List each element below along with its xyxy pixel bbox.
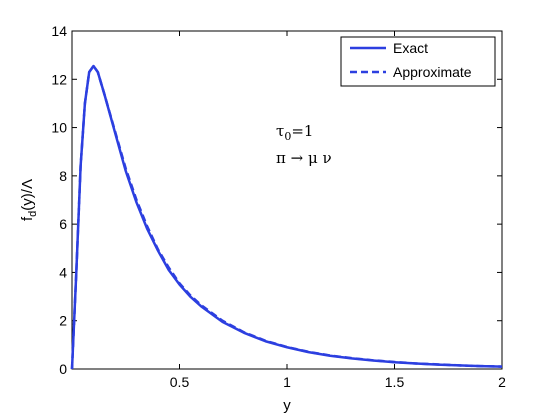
y-axis-label-main: f (19, 216, 36, 221)
legend: Exact Approximate (340, 36, 496, 87)
x-tick-label: 0.5 (170, 374, 190, 390)
legend-label-exact: Exact (393, 40, 428, 56)
y-tick-label: 8 (59, 168, 67, 184)
plot-area (71, 30, 503, 370)
axis-tick-labels: 0.5 1 1.5 2 0 2 4 6 8 10 12 14 (51, 23, 506, 390)
y-tick-label: 4 (59, 264, 67, 280)
legend-box (340, 36, 496, 87)
series-line-approximate (70, 64, 503, 370)
y-axis-label-rest: (y)/Λ (19, 179, 36, 211)
y-axis-label-group: fd(y)/Λ (19, 179, 39, 221)
series-layer (70, 64, 503, 370)
y-tick-label: 0 (59, 361, 67, 377)
x-tick-label: 1 (283, 374, 291, 390)
annotation-process: π → μ ν (276, 149, 332, 167)
x-tick-label: 2 (498, 374, 506, 390)
annotation-tau: τ0=1 (276, 122, 313, 143)
annotation-process-text: π → μ ν (276, 149, 332, 167)
annotation-tau-subscript: 0 (284, 130, 291, 143)
x-axis-label: y (283, 397, 291, 414)
legend-label-approximate: Approximate (393, 64, 472, 80)
annotation-tau-symbol: τ (276, 122, 284, 140)
y-axis-label: fd(y)/Λ (19, 179, 39, 221)
y-tick-label: 14 (51, 23, 67, 39)
y-axis-label-subscript: d (27, 211, 39, 217)
y-tick-label: 2 (59, 313, 67, 329)
y-tick-label: 12 (51, 71, 67, 87)
annotation-tau-value: =1 (291, 122, 313, 140)
x-tick-label: 1.5 (385, 374, 405, 390)
y-tick-label: 10 (51, 120, 67, 136)
y-tick-label: 6 (59, 216, 67, 232)
